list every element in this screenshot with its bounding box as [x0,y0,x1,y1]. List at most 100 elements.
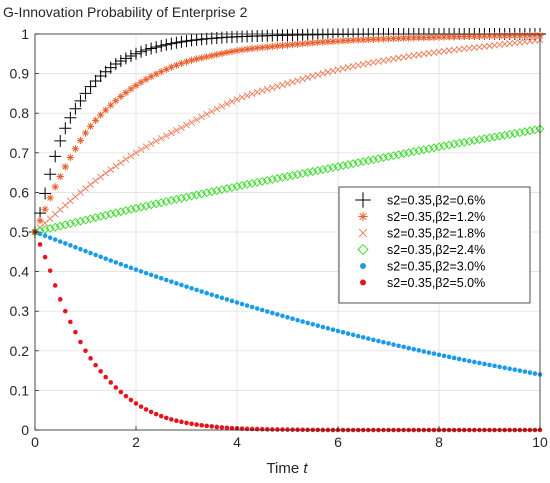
data-point [268,42,276,51]
y-tick-label: 0.3 [10,303,30,319]
data-point [109,58,122,71]
data-point [82,185,89,192]
data-point [484,133,495,143]
data-point [127,85,135,93]
data-point [520,127,530,137]
data-point [284,80,291,87]
legend-marker [355,192,371,208]
data-point [132,149,140,157]
data-point [451,355,457,361]
data-point [253,88,261,96]
data-point [353,158,363,168]
data-point [97,173,104,181]
data-point [277,172,287,182]
data-point [218,49,226,58]
data-point [248,90,256,98]
data-point [280,313,285,319]
data-point [467,358,472,364]
data-point [344,64,352,71]
data-point [262,175,272,185]
data-point [354,61,362,69]
data-point [269,84,276,92]
data-point [174,418,179,423]
data-point [36,217,44,225]
data-point [168,129,175,137]
data-point [300,319,305,324]
data-point [229,298,235,304]
data-point [430,33,438,41]
data-point [485,32,494,40]
data-point [79,87,92,100]
data-point [152,70,160,78]
data-point [67,197,74,205]
data-point [238,46,246,54]
data-point [502,365,507,371]
x-axis-label-var: t [303,460,308,477]
data-point [490,132,500,142]
data-point [449,139,459,149]
data-point [113,385,119,390]
data-point [55,221,65,231]
data-point [497,364,502,370]
data-point [178,124,185,132]
data-point [88,356,93,361]
data-point [89,74,102,87]
data-point [112,97,120,105]
legend-box [338,186,531,304]
data-point [482,361,487,367]
data-point [325,326,331,331]
data-point [185,34,198,47]
data-point [389,151,399,161]
data-point [165,37,178,50]
data-point [369,35,377,43]
data-point [461,357,467,363]
data-point [84,80,97,93]
data-point [126,204,136,214]
data-point [363,156,373,166]
data-point [294,40,302,48]
data-point [280,427,285,432]
data-point [187,56,196,64]
data-point [294,77,301,84]
data-point [373,154,383,164]
data-point [223,48,231,57]
data-point [219,425,225,430]
data-point [102,169,110,177]
y-tick-label: 1 [21,26,29,42]
data-point [399,149,409,159]
data-point [243,92,251,99]
data-point [454,138,464,148]
data-point [108,258,114,263]
data-point [424,144,434,154]
data-point [374,35,382,43]
data-point [411,346,417,352]
data-point [147,72,155,81]
data-point [348,159,358,169]
data-point [167,63,175,71]
data-point [103,256,108,261]
data-point [500,130,510,140]
data-point [425,33,433,42]
legend-marker [360,279,366,286]
data-point [253,44,261,52]
data-point [131,203,141,213]
data-point [313,166,323,176]
data-point [51,183,59,191]
data-point [263,85,271,93]
data-point [400,34,408,42]
legend-marker [358,211,368,222]
data-point [233,47,241,55]
data-point [364,35,372,44]
data-point [472,359,477,365]
data-point [349,62,357,70]
data-point [171,194,181,204]
y-tick-label: 0.2 [10,343,30,359]
data-point [465,32,473,41]
data-point [368,155,378,165]
data-point [170,36,183,49]
data-point [410,34,418,42]
data-point [309,72,317,80]
data-point [193,55,201,63]
data-point [184,420,189,426]
data-point [258,87,266,94]
